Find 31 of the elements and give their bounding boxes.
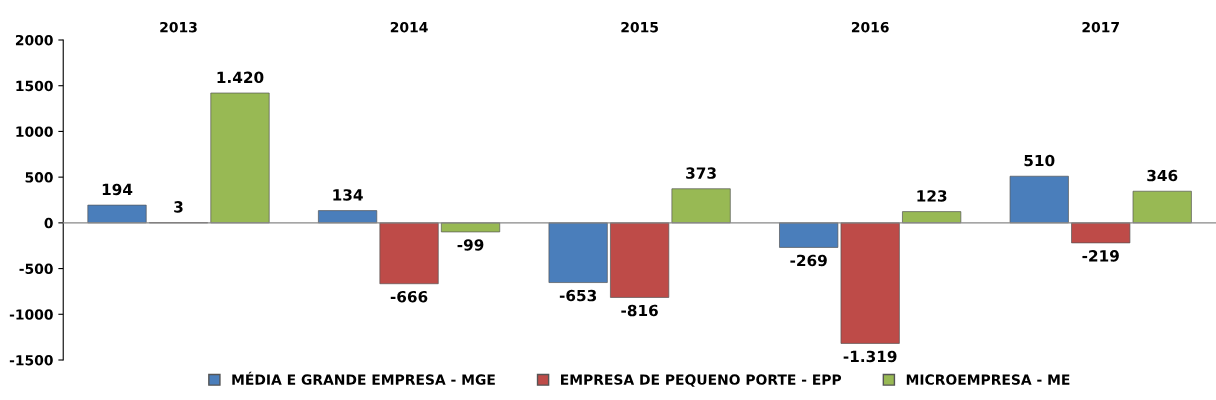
- data-label: 123: [917, 190, 947, 202]
- y-tick-label: 0: [44, 217, 53, 229]
- data-label: -653: [559, 289, 597, 302]
- x-tick-label: 2017: [1082, 21, 1119, 33]
- data-label: 134: [333, 189, 363, 201]
- data-label: 510: [1024, 154, 1055, 167]
- y-tick-label: -500: [19, 263, 53, 275]
- legend-label: MÉDIA E GRANDE EMPRESA - MGE: [232, 371, 495, 385]
- y-tick-label: 500: [25, 172, 53, 183]
- data-label: -666: [390, 290, 428, 303]
- y-tick-label: 1500: [16, 80, 53, 92]
- y-tick-label: 1000: [16, 126, 53, 137]
- y-tick-label: -1500: [9, 354, 53, 366]
- data-label: 194: [102, 183, 133, 196]
- data-label: -269: [790, 254, 827, 267]
- x-tick-label: 2015: [621, 21, 658, 33]
- data-label: 3: [174, 201, 183, 213]
- data-label: -99: [457, 239, 484, 251]
- data-label: 373: [686, 167, 716, 179]
- x-tick-label: 2016: [851, 21, 889, 33]
- x-tick-label: 2013: [160, 21, 197, 33]
- data-label: -816: [621, 304, 658, 317]
- y-tick-label: -1000: [9, 309, 53, 320]
- legend-label: EMPRESA DE PEQUENO PORTE - EPP: [561, 374, 842, 387]
- data-label: 346: [1147, 169, 1178, 182]
- legend-label: MICROEMPRESA - ME: [906, 374, 1070, 385]
- data-label: -219: [1082, 250, 1119, 262]
- x-tick-label: 2014: [390, 21, 428, 33]
- data-label: 1.420: [217, 71, 264, 84]
- y-tick-label: 2000: [15, 34, 53, 46]
- data-label: -1.319: [843, 350, 897, 363]
